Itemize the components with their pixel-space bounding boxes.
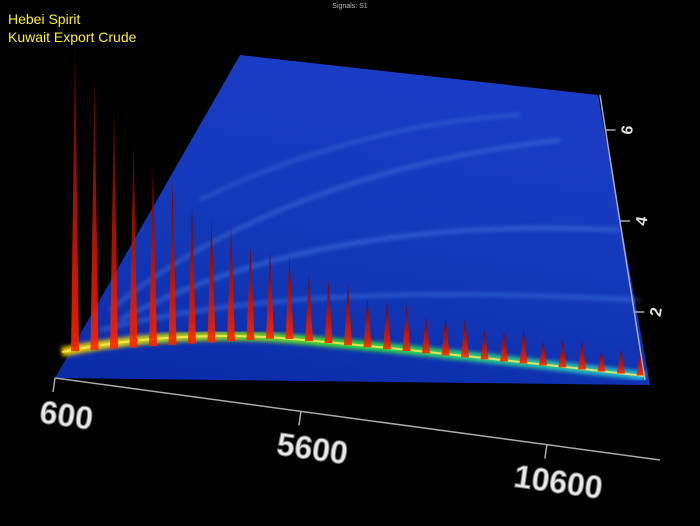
x-tick-label: 600 [38,394,96,437]
x-tick [52,377,56,393]
peak [168,179,177,345]
chart-title: Signals: S1 [332,3,368,10]
peak [441,317,450,356]
peak [578,339,586,370]
surface-plane [55,55,650,385]
peak [480,329,489,360]
peak [500,329,508,362]
peak [539,340,547,366]
peak [129,143,138,348]
peak [305,273,313,342]
peak [285,255,294,339]
x-tick [298,411,302,426]
peak [110,107,118,349]
y-axis [599,94,646,381]
peak [324,278,333,344]
peak [227,225,235,342]
peak [422,316,430,354]
peak [461,317,469,358]
peak [149,163,157,347]
y-tick-label: 6 [619,124,637,136]
peak [402,302,411,352]
peak [519,329,528,364]
peak [90,79,99,350]
peak [207,216,216,343]
peak [188,205,196,344]
annotation: Hebei Spirit [8,11,80,27]
annotation: Kuwait Export Crude [8,29,137,45]
y-tick-label: 2 [648,306,666,318]
peak [558,340,567,368]
x-tick-label: 5600 [275,426,351,472]
x-tick [544,444,548,459]
surface-streaks [99,114,641,332]
peak [617,349,625,374]
peak [363,298,372,348]
peaks [71,46,645,376]
peak [266,250,274,339]
peak [71,46,79,352]
peak [597,350,606,372]
x-axis [54,377,661,461]
y-tick-label: 4 [633,215,651,227]
peak [246,244,255,340]
peak [344,282,352,346]
peak [383,300,391,350]
